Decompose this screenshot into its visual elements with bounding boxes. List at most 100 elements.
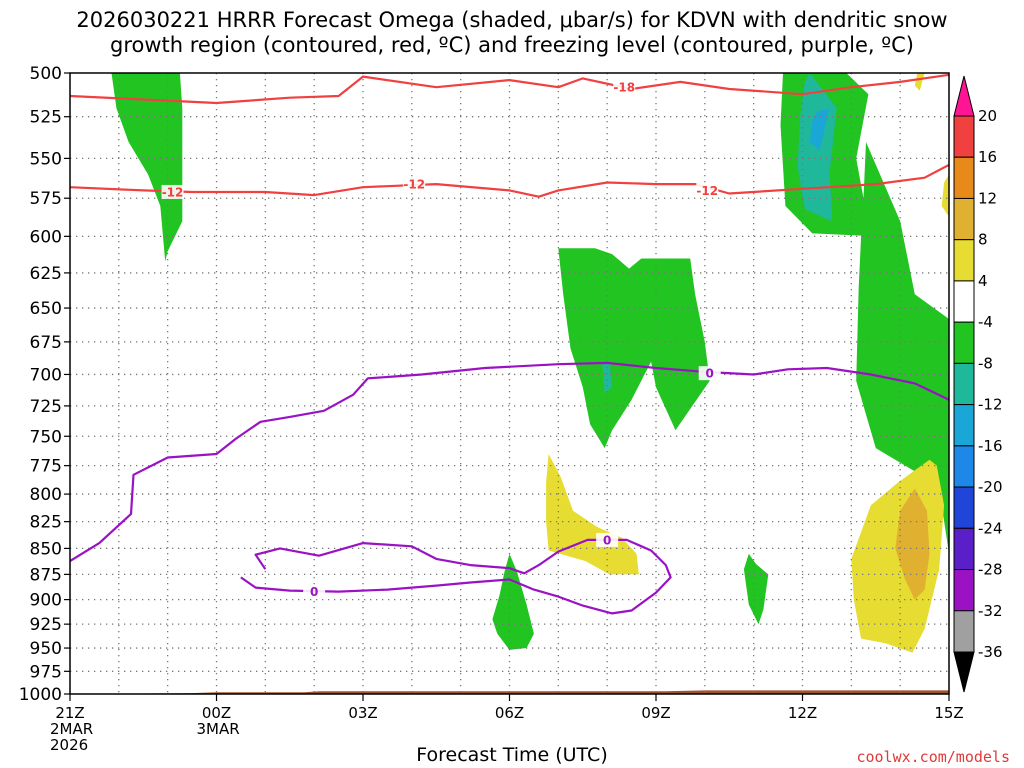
y-tick-label-825: 825 [30, 513, 62, 533]
omega-region-3 [809, 108, 830, 151]
freezing-contour-2 [70, 361, 949, 562]
x-tick-date-0: 2MAR [50, 720, 93, 738]
freezing-label-bg-3-1 [596, 532, 619, 547]
x-tick-label-4: 09Z [641, 704, 670, 722]
dendritic-contour-1 [70, 163, 949, 198]
colorbar-band-0 [953, 115, 975, 158]
dendritic-label-1-2: -12 [696, 184, 718, 198]
colorbar-label-9: -20 [978, 478, 1003, 496]
y-tick-label-875: 875 [30, 565, 62, 585]
dendritic-label-bg-1-2 [696, 183, 719, 198]
omega-shaded-regions [111, 73, 949, 653]
colorbar-band-4 [953, 280, 975, 323]
freezing-contour-3 [240, 538, 672, 615]
colorbar-label-1: 16 [978, 148, 997, 166]
colorbar-label-10: -24 [978, 519, 1003, 537]
y-tick-label-625: 625 [30, 264, 62, 284]
x-axis-title: Forecast Time (UTC) [416, 744, 608, 766]
y-tick-label-725: 725 [30, 397, 62, 417]
colorbar-label-4: 4 [978, 272, 988, 290]
x-tick-label-6: 15Z [934, 704, 963, 722]
dendritic-label-bg-1-1 [403, 177, 426, 192]
colorbar-band-12 [953, 610, 975, 653]
colorbar-band-10 [953, 527, 975, 571]
y-tick-label-775: 775 [30, 457, 62, 477]
y-tick-label-800: 800 [30, 485, 62, 505]
y-tick-label-675: 675 [30, 333, 62, 353]
colorbar-label-2: 12 [978, 189, 997, 207]
contour-lines: -18 -12 -12 -12 0 0 0 [70, 73, 949, 615]
x-tick-label-5: 12Z [788, 704, 817, 722]
chart-title-line1: 2026030221 HRRR Forecast Omega (shaded, … [76, 8, 948, 32]
colorbar-label-3: 8 [978, 231, 988, 249]
omega-region-11 [895, 488, 930, 600]
y-tick-label-975: 975 [30, 662, 62, 682]
freezing-label-bg-2-0 [698, 366, 721, 381]
chart-title-line2: growth region (contoured, red, ºC) and f… [110, 33, 914, 57]
colorbar-label-11: -28 [978, 561, 1003, 579]
colorbar-label-8: -16 [978, 437, 1003, 455]
credit-link[interactable]: coolwx.com/models [856, 748, 1010, 766]
freezing-label-3-1: 0 [603, 533, 611, 547]
y-tick-label-900: 900 [30, 591, 62, 611]
y-axis: 500 525 550 575 600 625 650 675 700 725 750 775 800 8… [19, 64, 70, 705]
y-tick-label-575: 575 [30, 189, 62, 209]
grid-lines [70, 73, 949, 694]
y-tick-label-525: 525 [30, 108, 62, 128]
x-tick-date-1: 3MAR [197, 720, 240, 738]
omega-region-5 [558, 248, 710, 449]
x-tick-label-2: 03Z [348, 704, 377, 722]
y-tick-label-850: 850 [30, 539, 62, 559]
x-tick-label-1: 00Z [202, 704, 231, 722]
x-tick-label-0: 21Z [55, 704, 84, 722]
colorbar-band-5 [953, 321, 975, 364]
colorbar-band-11 [953, 569, 975, 612]
colorbar-label-7: -12 [978, 396, 1003, 414]
colorbar: 20 16 12 8 4 -4 -8 -12 -16 -20 -24 -28 -32 -36 [953, 75, 1003, 693]
y-tick-label-600: 600 [30, 227, 62, 247]
colorbar-label-6: -8 [978, 354, 993, 372]
omega-region-4 [856, 142, 949, 554]
colorbar-band-1 [953, 156, 975, 199]
freezing-label-bg-3-0 [303, 584, 326, 599]
dendritic-label-1-1: -12 [403, 178, 425, 192]
dendritic-label-bg-1-0 [161, 184, 184, 199]
dendritic-contour-0 [70, 73, 949, 105]
omega-region-12 [914, 73, 925, 91]
y-tick-label-925: 925 [30, 615, 62, 635]
colorbar-band-6 [953, 362, 975, 406]
colorbar-top-triangle [953, 75, 975, 117]
omega-region-10 [851, 459, 945, 653]
colorbar-band-9 [953, 486, 975, 529]
colorbar-label-0: 20 [978, 107, 997, 125]
omega-region-8 [492, 553, 534, 650]
y-tick-label-500: 500 [30, 64, 62, 84]
y-tick-label-750: 750 [30, 427, 62, 447]
colorbar-band-7 [953, 404, 975, 447]
omega-region-7 [546, 454, 639, 575]
omega-region-6 [602, 361, 613, 394]
omega-region-0 [111, 73, 183, 262]
colorbar-label-12: -32 [978, 602, 1003, 620]
dendritic-label-0-0: -18 [613, 81, 635, 95]
y-tick-label-550: 550 [30, 149, 62, 169]
colorbar-band-8 [953, 445, 975, 488]
omega-region-13 [941, 174, 949, 217]
colorbar-bottom-triangle [953, 651, 975, 693]
colorbar-label-5: -4 [978, 313, 993, 331]
colorbar-label-13: -36 [978, 643, 1003, 661]
x-tick-year-0: 2026 [50, 736, 88, 754]
freezing-label-2-0: 0 [706, 367, 714, 381]
omega-region-9 [743, 553, 769, 625]
y-tick-label-700: 700 [30, 365, 62, 385]
x-tick-label-3: 06Z [495, 704, 524, 722]
y-tick-label-650: 650 [30, 299, 62, 319]
dendritic-label-1-0: -12 [162, 185, 184, 199]
freezing-label-3-0: 0 [310, 585, 318, 599]
dendritic-label-bg-0-0 [613, 80, 636, 95]
y-tick-label-1000: 1000 [19, 685, 62, 705]
colorbar-band-3 [953, 239, 975, 282]
y-tick-label-950: 950 [30, 639, 62, 659]
